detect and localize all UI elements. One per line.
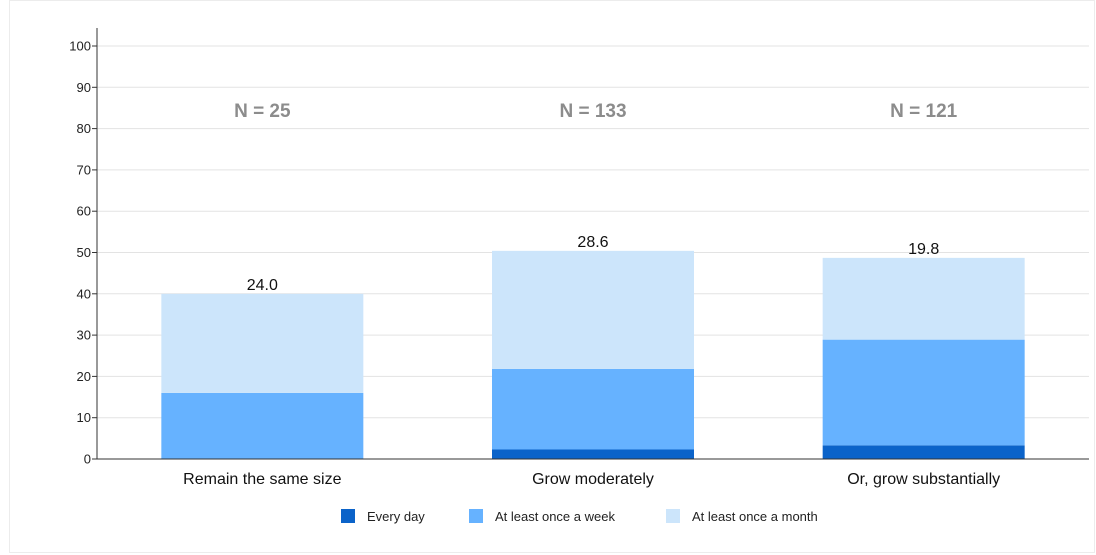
bar-segment [822,257,1025,340]
x-category-label: Grow moderately [532,471,654,488]
y-tick-label: 0 [84,452,91,467]
bars: 16.024.0N = 252.319.528.6N = 1333.325.61… [161,101,1025,459]
legend: Every day At least once a week At least on… [341,509,818,524]
y-tick-label: 50 [77,245,91,260]
y-tick-label: 100 [69,39,91,54]
data-label: 24.0 [247,277,278,294]
legend-label: At least once a month [692,509,818,524]
x-axis: Remain the same size Grow moderately Or, g… [97,458,1089,488]
bar-segment [492,449,694,459]
bar-segment [161,293,364,393]
bar-segment [492,250,694,369]
y-tick-label: 70 [77,162,91,177]
y-tick-label: 20 [77,369,91,384]
y-tick-label: 80 [77,121,91,136]
legend-swatch [666,509,680,523]
y-axis: 0 10 20 30 40 50 60 70 80 90 100 [69,28,98,467]
legend-swatch [341,509,355,523]
data-label: 19.8 [908,241,939,258]
bar-segment [822,339,1025,446]
legend-label: Every day [367,509,425,524]
y-tick-label: 30 [77,328,91,343]
y-tick-label: 10 [77,410,91,425]
sample-size-label: N = 25 [234,101,291,122]
y-tick-label: 40 [77,286,91,301]
sample-size-label: N = 133 [559,101,626,122]
bar-segment [161,392,364,459]
sample-size-label: N = 121 [890,101,958,122]
bar-segment [492,368,694,450]
x-category-label: Or, grow substantially [847,471,1000,488]
bar-segment [822,445,1025,459]
data-label: 28.6 [577,234,608,251]
legend-label: At least once a week [495,509,615,524]
chart-frame [9,0,1095,553]
x-category-label: Remain the same size [183,471,341,488]
legend-swatch [469,509,483,523]
y-tick-label: 60 [77,204,91,219]
y-tick-label: 90 [77,80,91,95]
